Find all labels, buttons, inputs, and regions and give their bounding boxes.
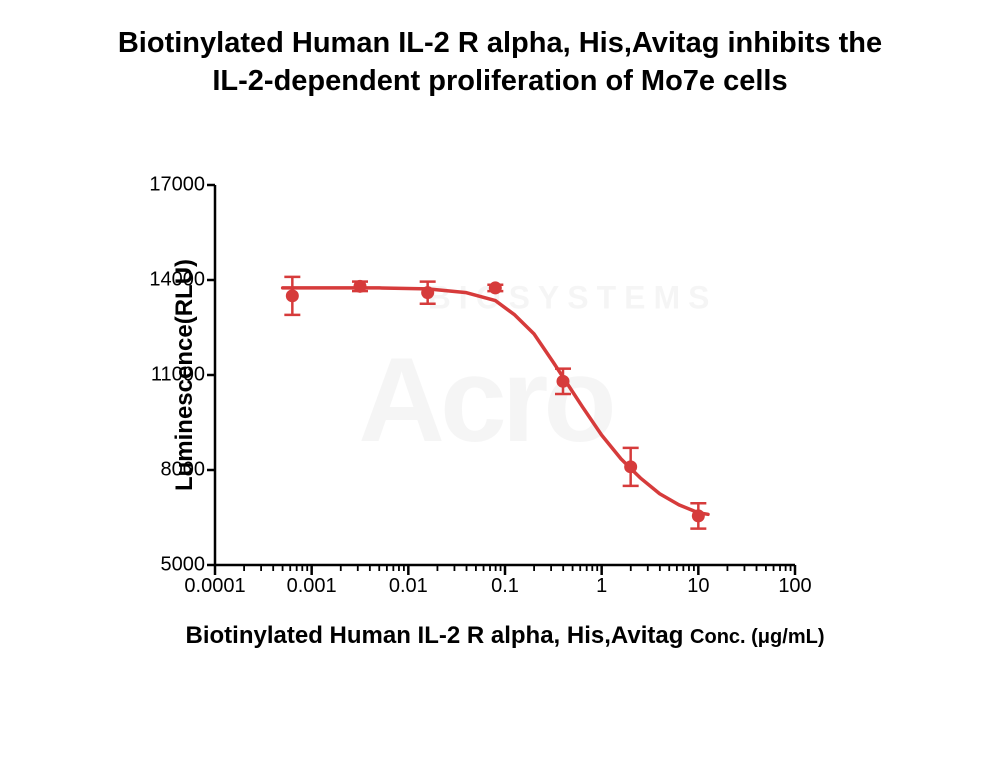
x-tick-label: 0.0001 [184, 575, 245, 598]
x-tick-label: 0.01 [389, 575, 428, 598]
x-axis-label-main: Biotinylated Human IL-2 R alpha, His,Avi… [186, 622, 691, 649]
y-tick-label: 5000 [125, 554, 205, 577]
chart-container: BIOSYSTEMS Acro 50008000110001400017000 … [120, 155, 850, 665]
x-tick-label: 0.1 [491, 575, 519, 598]
x-tick-label: 0.001 [287, 575, 337, 598]
x-axis-label-sub: Conc. (μg/mL) [690, 626, 824, 648]
chart-title: Biotinylated Human IL-2 R alpha, His,Avi… [0, 0, 1000, 100]
plot-svg [215, 185, 795, 565]
title-line-2: IL-2-dependent proliferation of Mo7e cel… [0, 63, 1000, 101]
plot-area: Luminescence(RLU) Biotinylated Human IL-… [215, 185, 795, 565]
y-axis-label: Luminescence(RLU) [171, 259, 199, 491]
x-tick-labels: 0.00010.0010.010.1110100 [215, 575, 795, 605]
x-tick-label: 100 [778, 575, 811, 598]
x-tick-label: 10 [687, 575, 709, 598]
x-axis-label: Biotinylated Human IL-2 R alpha, His,Avi… [186, 622, 825, 650]
title-line-1: Biotinylated Human IL-2 R alpha, His,Avi… [0, 25, 1000, 63]
x-tick-label: 1 [596, 575, 607, 598]
y-tick-label: 17000 [125, 174, 205, 197]
